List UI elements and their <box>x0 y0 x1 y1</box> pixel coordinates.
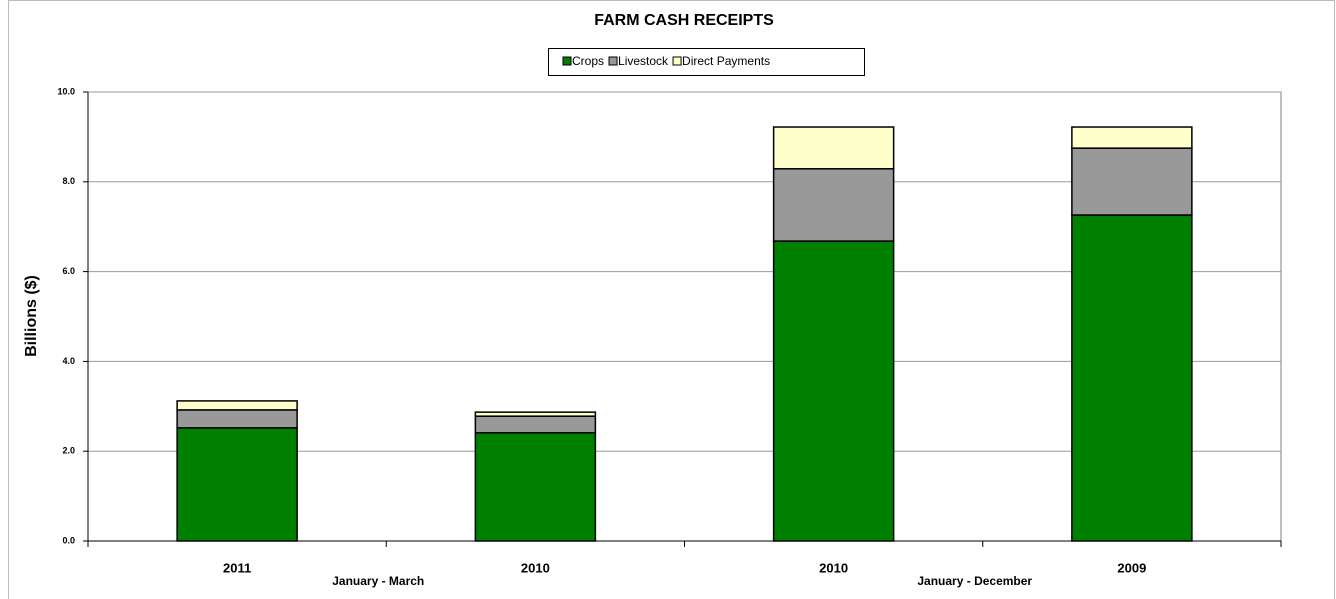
bar-segment <box>1071 147 1193 216</box>
y-tick-label: 8.0 <box>62 176 75 186</box>
group-label: January - December <box>917 574 1032 588</box>
y-tick-label: 6.0 <box>62 266 75 276</box>
bar-segment <box>1071 126 1193 149</box>
legend-box <box>548 48 865 76</box>
bar-segment <box>176 400 298 411</box>
legend-label: Direct Payments <box>682 54 770 68</box>
bar-segment <box>1071 214 1193 542</box>
bar-segment <box>176 427 298 542</box>
legend-swatch <box>608 56 618 66</box>
bar-segment <box>474 432 597 542</box>
legend-label: Livestock <box>618 54 669 68</box>
legend-swatch <box>562 56 572 66</box>
bar-segment <box>772 168 895 242</box>
group-label: January - March <box>332 574 424 588</box>
bar-segment <box>772 240 895 542</box>
bar-segment <box>176 409 298 429</box>
y-axis-label: Billions ($) <box>23 275 40 357</box>
y-tick-label: 0.0 <box>62 535 75 545</box>
legend-swatch <box>672 56 682 66</box>
x-tick-label: 2009 <box>1117 560 1146 575</box>
y-tick-label: 2.0 <box>62 446 75 456</box>
chart-title: FARM CASH RECEIPTS <box>594 12 774 29</box>
y-tick-label: 4.0 <box>62 356 75 366</box>
bar-segment <box>474 415 597 434</box>
x-tick-label: 2010 <box>819 560 848 575</box>
bar-segment <box>772 126 895 170</box>
x-tick-label: 2011 <box>223 560 251 575</box>
legend-label: Crops <box>572 54 604 68</box>
y-tick-label: 10.0 <box>57 86 75 96</box>
bar-segment <box>474 411 597 417</box>
x-tick-label: 2010 <box>521 560 550 575</box>
